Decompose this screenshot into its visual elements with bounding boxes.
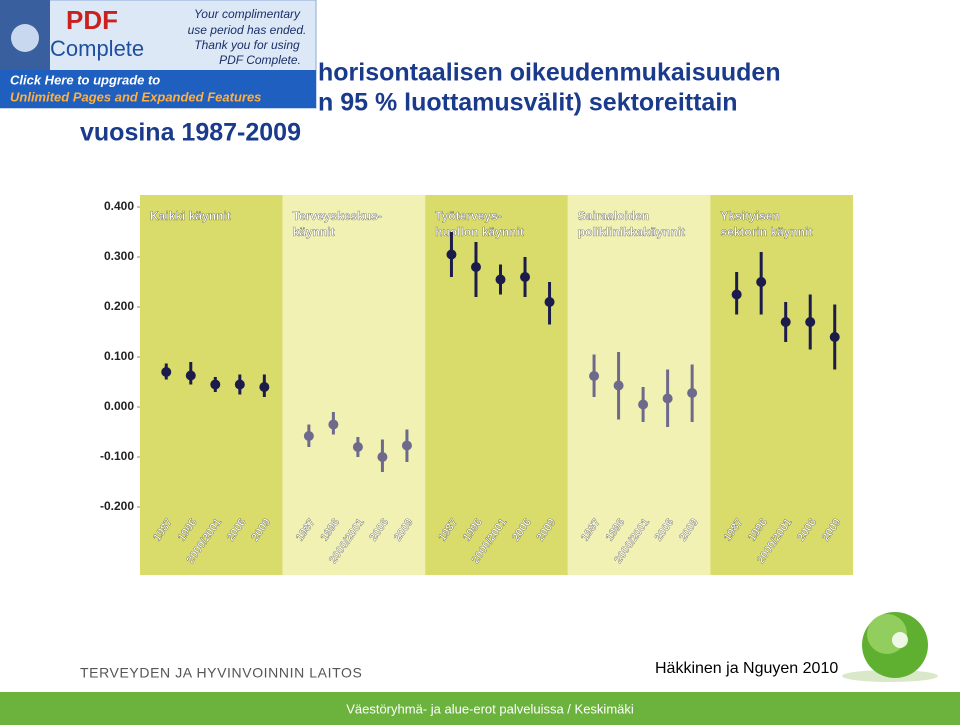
series-label: sektorin käynnit <box>720 225 812 239</box>
logo-text: PDF <box>66 5 118 35</box>
estimate-point <box>495 274 506 285</box>
source: Häkkinen ja Nguyen 2010 <box>655 660 838 677</box>
series-label: käynnit <box>293 225 335 239</box>
y-tick-label: 0.200 <box>104 299 134 313</box>
estimate-point <box>731 289 742 300</box>
estimate-point <box>544 297 555 307</box>
series-label: huollon käynnit <box>435 225 524 239</box>
y-tick-label: 0.300 <box>104 249 134 263</box>
y-tick-label: -0.200 <box>100 499 134 513</box>
overlay-message: Thank you for using <box>194 38 300 52</box>
series-label: Työterveys- <box>435 209 501 223</box>
estimate-point <box>161 367 172 377</box>
panel-background <box>710 195 853 575</box>
upgrade-link[interactable]: Click Here to upgrade to <box>10 72 160 87</box>
series-label: Sairaaloiden <box>578 209 649 223</box>
y-tick-label: 0.000 <box>104 399 134 413</box>
y-tick-label: 0.100 <box>104 349 134 363</box>
organization: TERVEYDEN JA HYVINVOINNIN LAITOS <box>80 665 362 681</box>
slide-title: vuosina 1987-2009 <box>80 119 301 147</box>
estimate-point <box>328 419 339 430</box>
estimate-point <box>401 440 412 451</box>
estimate-point <box>446 249 457 260</box>
overlay-message: Your complimentary <box>194 7 301 21</box>
estimate-point <box>377 452 388 462</box>
estimate-point <box>638 399 649 410</box>
estimate-point <box>589 371 600 381</box>
estimate-point <box>210 379 221 390</box>
estimate-point <box>259 382 270 392</box>
series-label: Kaikki käynnit <box>150 209 231 223</box>
upgrade-link[interactable]: Unlimited Pages and Expanded Features <box>10 89 261 104</box>
y-tick-label: 0.400 <box>104 199 134 213</box>
logo-text: Complete <box>50 36 144 61</box>
series-label: poliklinikkakäynnit <box>578 225 685 239</box>
estimate-point <box>662 393 673 404</box>
estimate-point <box>303 431 314 441</box>
estimate-point <box>780 317 791 327</box>
series-label: Terveyskeskus- <box>293 209 382 223</box>
overlay-message: PDF Complete. <box>219 53 301 67</box>
estimate-point <box>756 277 767 287</box>
estimate-point <box>234 379 245 390</box>
estimate-point <box>520 272 531 282</box>
footer-bar <box>0 692 960 725</box>
estimate-point <box>470 262 481 272</box>
slide-title: horisontaalisen oikeudenmukaisuuden <box>318 59 781 87</box>
logo <box>842 612 938 682</box>
panel-background <box>567 195 711 575</box>
overlay-message: use period has ended. <box>188 23 307 37</box>
estimate-point <box>185 370 196 381</box>
pdf-overlay[interactable]: PDF Complete Your complimentary use peri… <box>0 0 317 109</box>
chart: 0.400 0.300 0.200 0.100 0.000 -0.100 -0.200 Kai… <box>100 195 853 575</box>
estimate-point <box>613 380 624 391</box>
series-label: Yksityisen <box>720 209 779 223</box>
estimate-point <box>805 317 816 327</box>
y-tick-label: -0.100 <box>100 449 134 463</box>
footer: Väestöryhmä- ja alue-erot palveluissa / … <box>346 701 634 716</box>
estimate-point <box>352 442 363 452</box>
slide-title: n 95 % luottamusvälit) sektoreittain <box>318 89 738 117</box>
estimate-point <box>687 388 698 398</box>
panel-background <box>282 195 426 575</box>
estimate-point <box>829 332 840 342</box>
